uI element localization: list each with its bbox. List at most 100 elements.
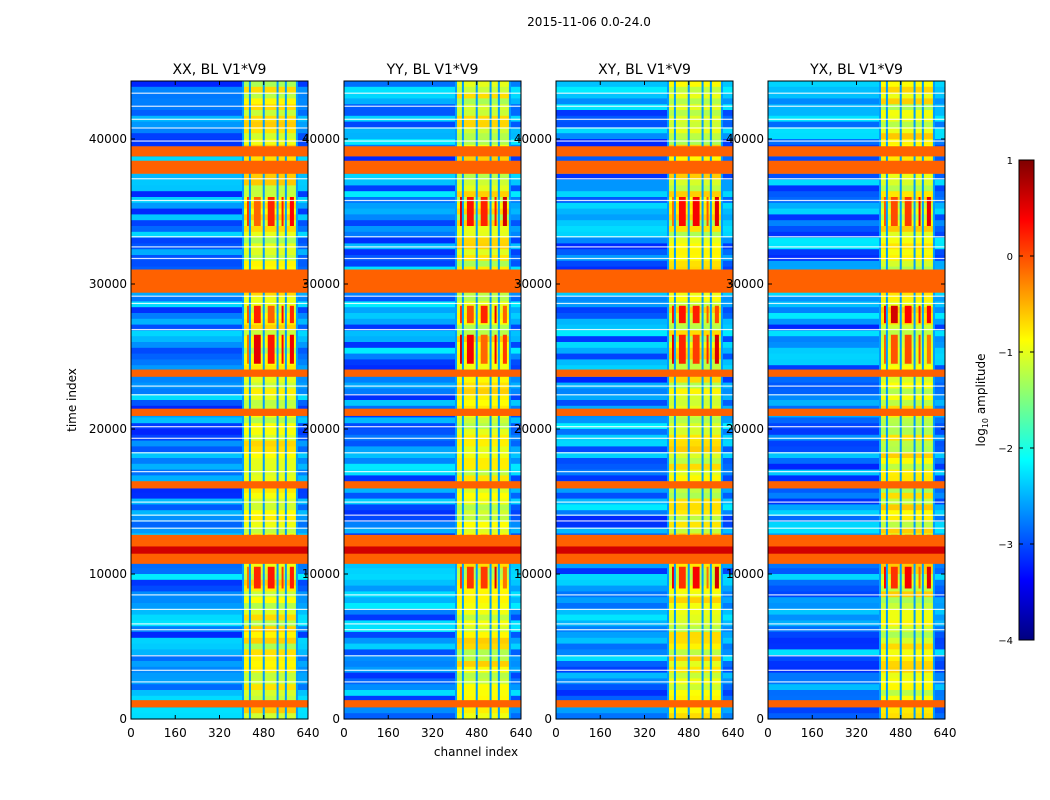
horizontal-streak bbox=[131, 608, 308, 610]
heatmap-cell bbox=[509, 440, 521, 447]
heatmap-cell bbox=[281, 566, 284, 589]
heatmap-cell bbox=[509, 260, 521, 268]
heatmap-cell bbox=[933, 214, 945, 221]
heatmap-cell bbox=[509, 202, 521, 210]
panel-title: YY, BL V1*V9 bbox=[386, 62, 479, 78]
heatmap-cell bbox=[344, 574, 457, 581]
horizontal-streak bbox=[556, 105, 733, 107]
heatmap-cell bbox=[509, 353, 521, 360]
heatmap-cell bbox=[933, 295, 945, 302]
heatmap-cell bbox=[668, 695, 722, 703]
heatmap-cell bbox=[456, 104, 510, 111]
heatmap-cell bbox=[668, 516, 722, 523]
heatmap-cell bbox=[466, 566, 474, 589]
heatmap-cell bbox=[556, 220, 669, 227]
heatmap-cell bbox=[721, 359, 733, 366]
heatmap-cell bbox=[243, 173, 297, 181]
heatmap-cell bbox=[880, 429, 934, 436]
heatmap-cell bbox=[933, 585, 945, 592]
heatmap-cell bbox=[880, 452, 934, 459]
heatmap-cell bbox=[556, 330, 669, 337]
heatmap-cell bbox=[344, 104, 457, 111]
heatmap-cell bbox=[721, 649, 733, 656]
heatmap-cell bbox=[243, 521, 297, 529]
heatmap-cell bbox=[344, 301, 457, 308]
heatmap-cell bbox=[556, 655, 669, 662]
rfi-band-core bbox=[556, 546, 733, 554]
heatmap-cell bbox=[768, 330, 881, 337]
heatmap-cell bbox=[714, 197, 719, 226]
y-tick-label: 0 bbox=[756, 712, 764, 726]
heatmap-cell bbox=[668, 191, 722, 198]
heatmap-cell bbox=[768, 347, 881, 355]
heatmap-cell bbox=[880, 295, 934, 302]
heatmap-cell bbox=[668, 231, 722, 239]
panel-title: XX, BL V1*V9 bbox=[173, 62, 267, 78]
horizontal-streak bbox=[556, 127, 733, 129]
x-tick-label: 480 bbox=[889, 726, 912, 740]
rfi-band bbox=[344, 146, 521, 157]
heatmap-cell bbox=[721, 527, 733, 534]
heatmap-cell bbox=[243, 179, 297, 186]
heatmap-cell bbox=[556, 713, 669, 720]
horizontal-streak bbox=[344, 302, 521, 305]
heatmap-cell bbox=[344, 463, 457, 471]
heatmap-cell bbox=[131, 313, 244, 320]
channel-edge-line bbox=[913, 81, 916, 719]
heatmap-cell bbox=[721, 342, 733, 349]
heatmap-cell bbox=[933, 342, 945, 349]
heatmap-cell bbox=[296, 86, 308, 94]
heatmap-cell bbox=[721, 643, 733, 650]
heatmap-cell bbox=[456, 510, 510, 517]
y-tick-label: 30000 bbox=[302, 277, 340, 291]
heatmap-cell bbox=[933, 510, 945, 517]
heatmap-cell bbox=[556, 492, 669, 500]
horizontal-streak bbox=[768, 118, 945, 120]
heatmap-cell bbox=[721, 330, 733, 337]
heatmap-cell bbox=[344, 336, 457, 343]
y-tick-label: 10000 bbox=[726, 567, 764, 581]
heatmap-cell bbox=[556, 86, 669, 94]
heatmap-cell bbox=[880, 394, 934, 401]
heatmap-cell bbox=[933, 365, 945, 372]
heatmap-cell bbox=[556, 226, 669, 233]
horizontal-streak bbox=[344, 655, 521, 657]
heatmap-cell bbox=[243, 185, 297, 192]
heatmap-cell bbox=[509, 574, 521, 581]
heatmap-cell bbox=[247, 305, 250, 324]
heatmap-cell bbox=[768, 295, 881, 302]
rfi-band bbox=[344, 481, 521, 489]
heatmap-cell bbox=[556, 307, 669, 314]
heatmap-cell bbox=[296, 92, 308, 99]
heatmap-cell bbox=[296, 637, 308, 645]
heatmap-cell bbox=[904, 197, 912, 226]
heatmap-cell bbox=[456, 237, 510, 244]
colorbar-tick-label: 1 bbox=[1007, 156, 1013, 167]
heatmap-cell bbox=[556, 110, 669, 117]
rfi-band bbox=[556, 700, 733, 708]
heatmap-cell bbox=[768, 637, 881, 645]
heatmap-cell bbox=[131, 516, 244, 523]
heatmap-cell bbox=[243, 469, 297, 476]
heatmap-cell bbox=[768, 458, 881, 465]
heatmap-cell bbox=[721, 655, 733, 662]
horizontal-streak bbox=[556, 199, 733, 202]
heatmap-cell bbox=[502, 305, 507, 324]
heatmap-cell bbox=[721, 365, 733, 372]
heatmap-cell bbox=[296, 649, 308, 656]
heatmap-cell bbox=[296, 608, 308, 616]
panel-title: XY, BL V1*V9 bbox=[598, 62, 691, 78]
heatmap-cell bbox=[768, 307, 881, 314]
heatmap-cell bbox=[344, 220, 457, 227]
heatmap-cell bbox=[556, 440, 669, 447]
heatmap-cell bbox=[556, 359, 669, 366]
heatmap-cell bbox=[880, 139, 934, 146]
heatmap-cell bbox=[668, 510, 722, 517]
y-tick-label: 0 bbox=[332, 712, 340, 726]
heatmap-cell bbox=[131, 655, 244, 662]
heatmap-cell bbox=[243, 324, 297, 331]
heatmap-cell bbox=[768, 713, 881, 720]
horizontal-streak bbox=[768, 594, 945, 596]
heatmap-cell bbox=[768, 603, 881, 610]
heatmap-cell bbox=[721, 463, 733, 471]
